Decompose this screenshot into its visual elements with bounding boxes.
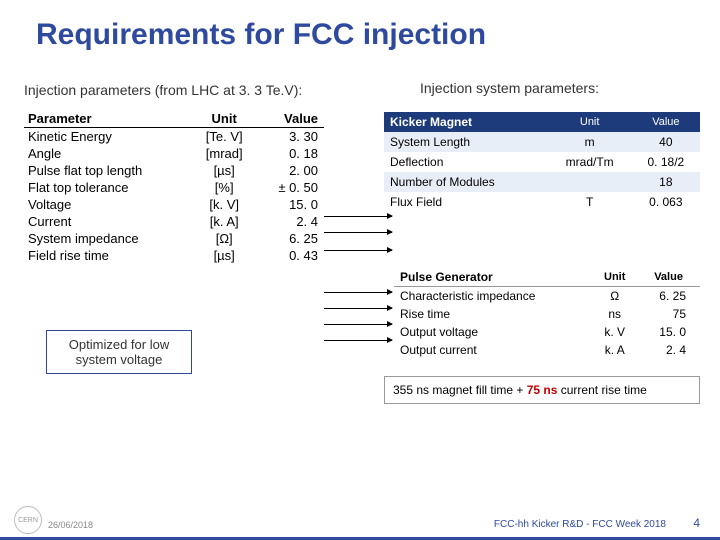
note-suffix: current rise time: [557, 383, 646, 397]
pulse-title: Pulse Generator: [394, 268, 592, 287]
arrow-icon: [324, 340, 392, 341]
arrow-icon: [324, 232, 392, 233]
table-row: Pulse flat top length[µs]2. 00: [24, 162, 324, 179]
pulse-generator-table: Pulse Generator Unit Value Characteristi…: [394, 268, 700, 359]
footer-caption: FCC-hh Kicker R&D - FCC Week 2018: [494, 519, 666, 530]
table-row: Output currentk. A2. 4: [394, 341, 700, 359]
table-row: Output voltagek. V15. 0: [394, 323, 700, 341]
table-row: Kinetic Energy[Te. V]3. 30: [24, 128, 324, 146]
subtitle-right: Injection system parameters:: [420, 80, 599, 96]
col-value: Value: [255, 110, 324, 128]
arrow-icon: [324, 216, 392, 217]
arrow-icon: [324, 250, 392, 251]
col-unit: Unit: [193, 110, 255, 128]
footer-date: 26/06/2018: [48, 520, 93, 530]
table-row: Flat top tolerance[%]± 0. 50: [24, 179, 324, 196]
col-value: Value: [632, 112, 700, 132]
table-row: System Lengthm40: [384, 132, 700, 152]
note-highlight: 75 ns: [527, 383, 558, 397]
arrow-icon: [324, 292, 392, 293]
table-row: Rise timens75: [394, 305, 700, 323]
page-number: 4: [693, 516, 700, 530]
arrow-icon: [324, 308, 392, 309]
subtitle-left: Injection parameters (from LHC at 3. 3 T…: [24, 82, 302, 98]
table-row: Current[k. A]2. 4: [24, 213, 324, 230]
callout-box: Optimized for low system voltage: [46, 330, 192, 374]
table-row: Characteristic impedanceΩ6. 25: [394, 287, 700, 306]
table-row: Field rise time[µs]0. 43: [24, 247, 324, 264]
cern-logo: CERN: [14, 506, 42, 534]
note-prefix: 355 ns magnet fill time +: [393, 383, 527, 397]
injection-params-table: Parameter Unit Value Kinetic Energy[Te. …: [24, 110, 324, 264]
col-value: Value: [637, 268, 700, 287]
table-row: Voltage[k. V]15. 0: [24, 196, 324, 213]
table-row: System impedance[Ω]6. 25: [24, 230, 324, 247]
table-row: Angle[mrad]0. 18: [24, 145, 324, 162]
table-row: Deflectionmrad/Tm0. 18/2: [384, 152, 700, 172]
table-row: Flux FieldT0. 063: [384, 192, 700, 212]
col-parameter: Parameter: [24, 110, 193, 128]
kicker-title: Kicker Magnet: [384, 112, 548, 132]
arrow-icon: [324, 324, 392, 325]
slide-title: Requirements for FCC injection: [0, 0, 720, 52]
col-unit: Unit: [592, 268, 637, 287]
kicker-magnet-table: Kicker Magnet Unit Value System Lengthm4…: [384, 112, 700, 212]
col-unit: Unit: [548, 112, 632, 132]
bottom-note: 355 ns magnet fill time + 75 ns current …: [384, 376, 700, 404]
table-row: Number of Modules18: [384, 172, 700, 192]
